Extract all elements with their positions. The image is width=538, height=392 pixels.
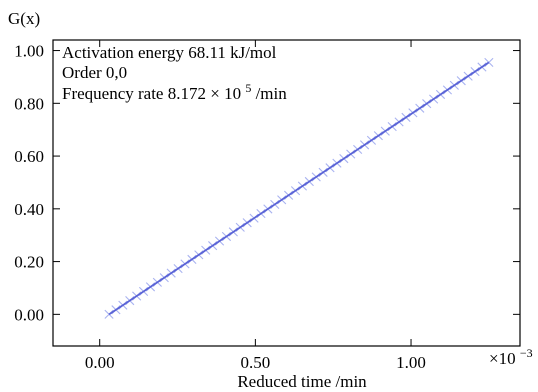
x-scale-exponent: −3 [520, 346, 533, 360]
x-scale-label: ×10 −3 [489, 346, 533, 368]
x-tick-label: 1.00 [396, 353, 426, 372]
plot-frame [52, 39, 521, 347]
fit-line-series [108, 61, 490, 316]
fit-line [108, 61, 490, 316]
y-tick-label: 0.00 [14, 305, 44, 324]
annotation-activation-energy: Activation energy 68.11 kJ/mol [62, 43, 277, 62]
y-tick-label: 1.00 [14, 42, 44, 61]
annotation-frequency-rate: Frequency rate 8.172 × 10 5 /min [62, 77, 287, 103]
x-axis-label: Reduced time /min [237, 372, 367, 391]
y-tick-label: 0.20 [14, 253, 44, 272]
y-tick-label: 0.80 [14, 94, 44, 113]
y-axis-label: G(x) [8, 9, 40, 28]
frequency-rate-exponent: 5 [245, 81, 251, 95]
frequency-rate-prefix: Frequency rate 8.172 × 10 [62, 84, 241, 103]
frequency-rate-suffix: /min [256, 84, 288, 103]
y-tick-label: 0.60 [14, 147, 44, 166]
axis-ticks: 0.00 0.50 1.00 0.00 0.20 0.40 0.60 0.80 1.00 [14, 40, 520, 372]
y-tick-label: 0.40 [14, 200, 44, 219]
x-scale-base: ×10 [489, 349, 516, 368]
x-tick-label: 0.50 [240, 353, 270, 372]
x-tick-label: 0.00 [85, 353, 115, 372]
annotation-order: Order 0,0 [62, 63, 127, 82]
plot-border [52, 39, 521, 347]
